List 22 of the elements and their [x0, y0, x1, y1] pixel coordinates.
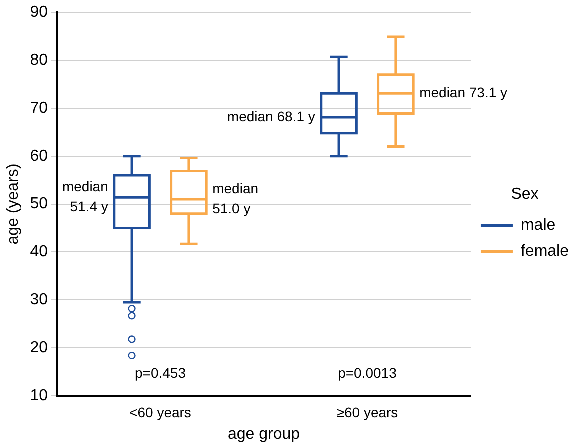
- annotation: median 51.4 y: [62, 178, 108, 214]
- y-tick-label: 60: [30, 148, 48, 165]
- annotation: p=0.0013: [338, 364, 398, 381]
- annotation: median 73.1 y: [420, 84, 508, 100]
- legend-label: female: [520, 243, 570, 260]
- x-tick-label: ≥60 years: [336, 404, 398, 420]
- legend-label: male: [520, 217, 556, 234]
- x-axis-title: age group: [228, 426, 300, 443]
- y-tick-label: 80: [30, 52, 48, 69]
- y-axis-title: age (years): [5, 164, 22, 245]
- annotation: p=0.453: [134, 364, 186, 381]
- y-tick-label: 70: [30, 100, 48, 117]
- annotation: median 51.0 y: [212, 180, 259, 216]
- x-tick-label: <60 years: [130, 404, 192, 420]
- y-tick-label: 20: [30, 339, 48, 356]
- y-tick-label: 10: [30, 387, 48, 404]
- legend-title: Sex: [511, 186, 539, 203]
- y-tick-label: 40: [30, 244, 48, 261]
- y-tick-label: 50: [30, 196, 48, 213]
- y-tick-label: 30: [30, 292, 48, 309]
- y-tick-label: 90: [30, 4, 48, 22]
- annotation: median 68.1 y: [227, 108, 316, 124]
